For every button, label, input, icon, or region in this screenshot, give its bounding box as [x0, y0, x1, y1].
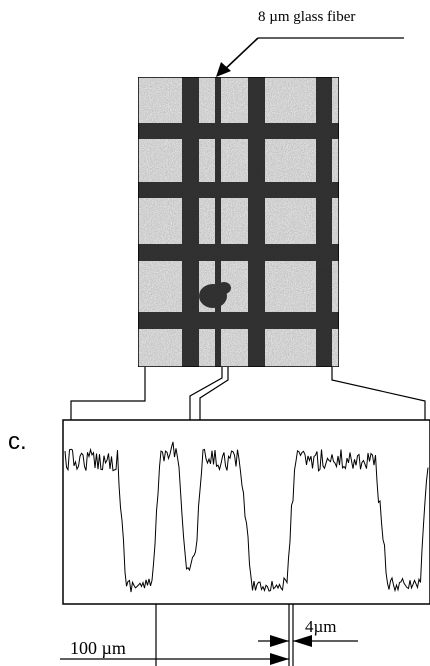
- intensity-profile-trace: [64, 441, 429, 593]
- fiber-callout-arrow: [216, 37, 404, 77]
- mesh-micrograph: [138, 77, 339, 367]
- scale-label-4um: 4µm: [305, 617, 337, 636]
- fiber-callout-label: 8 µm glass fiber: [258, 9, 356, 25]
- zoom-lines: [70, 367, 426, 420]
- scale-markers: [60, 604, 358, 666]
- panel-letter: c.: [8, 428, 27, 455]
- scale-label-100um: 100 µm: [70, 638, 126, 658]
- profile-box: [62, 419, 430, 605]
